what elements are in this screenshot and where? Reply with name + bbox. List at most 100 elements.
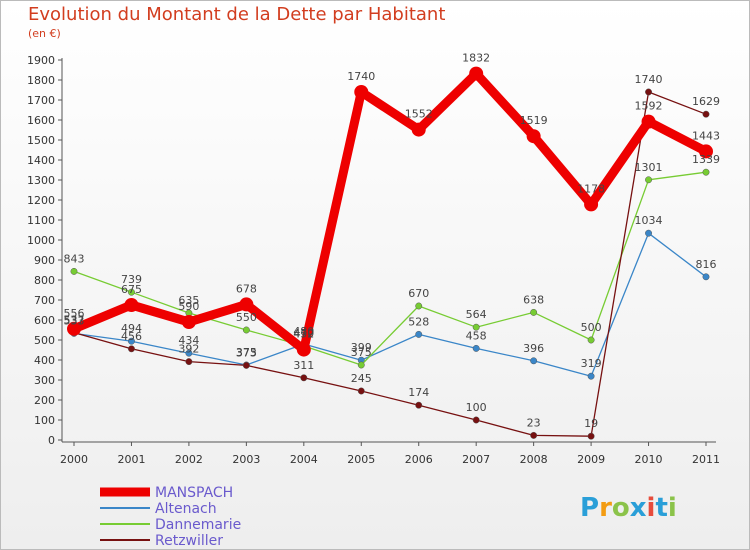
series-line-dannemarie bbox=[73, 171, 707, 366]
data-label: 100 bbox=[466, 401, 487, 414]
data-label: 670 bbox=[408, 287, 429, 300]
data-label: 635 bbox=[178, 294, 199, 307]
data-point bbox=[242, 326, 250, 334]
y-tick-label: 1700 bbox=[27, 94, 55, 107]
data-label: 375 bbox=[351, 346, 372, 359]
data-point bbox=[185, 349, 193, 357]
series-lines bbox=[67, 66, 713, 440]
data-label: 456 bbox=[121, 330, 142, 343]
y-tick-label: 700 bbox=[34, 294, 55, 307]
x-tick-label: 2007 bbox=[462, 453, 490, 466]
x-tick-label: 2010 bbox=[635, 453, 663, 466]
data-label: 319 bbox=[581, 357, 602, 370]
data-point bbox=[587, 336, 595, 344]
y-tick-label: 1400 bbox=[27, 154, 55, 167]
x-tick-label: 2008 bbox=[520, 453, 548, 466]
data-point bbox=[128, 337, 135, 345]
logo-letter: t bbox=[655, 493, 667, 523]
chart-subtitle: (en €) bbox=[28, 27, 61, 40]
data-point bbox=[526, 129, 541, 144]
data-label: 1178 bbox=[577, 182, 605, 195]
data-label: 396 bbox=[523, 342, 544, 355]
y-tick-label: 0 bbox=[48, 434, 55, 447]
logo-letter: o bbox=[612, 493, 630, 523]
data-point bbox=[181, 315, 196, 329]
series-line-manspach bbox=[69, 69, 711, 355]
y-tick-label: 200 bbox=[34, 394, 55, 407]
data-label: 23 bbox=[527, 416, 541, 429]
series-line-altenach bbox=[73, 232, 707, 377]
y-tick-label: 1800 bbox=[27, 74, 55, 87]
data-label: 434 bbox=[178, 334, 199, 347]
data-label: 399 bbox=[351, 341, 372, 354]
data-point bbox=[415, 302, 423, 310]
chart-title: Evolution du Montant de la Dette par Hab… bbox=[28, 4, 446, 25]
data-label: 590 bbox=[178, 300, 199, 313]
data-point bbox=[530, 431, 538, 439]
data-point bbox=[699, 144, 713, 159]
y-tick-label: 600 bbox=[34, 314, 55, 327]
data-label: 1301 bbox=[635, 161, 663, 174]
data-label: 537 bbox=[64, 314, 85, 327]
data-point bbox=[242, 361, 250, 369]
data-point bbox=[67, 321, 81, 336]
data-point bbox=[472, 323, 480, 331]
y-tick-label: 500 bbox=[34, 334, 55, 347]
data-point bbox=[641, 114, 656, 129]
legend-label-dannemarie: Dannemarie bbox=[155, 517, 241, 533]
data-label: 500 bbox=[581, 321, 602, 334]
data-point bbox=[469, 66, 484, 81]
data-label: 1740 bbox=[347, 70, 375, 83]
x-tick-label: 2003 bbox=[232, 453, 260, 466]
legend-label-altenach: Altenach bbox=[155, 501, 217, 517]
axes: 0 100 200 300 400 500 600 700 800 900 1000 1100 1200… bbox=[27, 54, 720, 466]
data-point bbox=[354, 85, 369, 99]
data-label: 373 bbox=[236, 346, 257, 359]
x-tick-label: 2001 bbox=[117, 453, 145, 466]
y-tick-label: 1200 bbox=[27, 194, 55, 207]
data-label: 174 bbox=[408, 386, 429, 399]
x-tick-label: 2006 bbox=[405, 453, 433, 466]
series-line-retzwiller bbox=[73, 91, 707, 437]
data-label: 556 bbox=[64, 307, 85, 320]
data-point bbox=[357, 387, 365, 395]
data-point bbox=[472, 416, 480, 424]
data-point bbox=[415, 330, 423, 338]
logo-letter: r bbox=[599, 493, 612, 523]
data-point bbox=[411, 122, 426, 137]
data-labels: 533 494 434 375 480 399 528 458 396 319 1034 816 843… bbox=[64, 52, 721, 431]
x-tick-label: 2004 bbox=[290, 453, 318, 466]
data-point bbox=[645, 88, 652, 96]
data-point bbox=[70, 267, 78, 275]
proxiti-logo: Proxiti bbox=[580, 493, 677, 523]
data-label: 19 bbox=[584, 417, 598, 430]
data-label: 480 bbox=[293, 325, 314, 338]
data-label: 1443 bbox=[692, 129, 720, 142]
data-label: 1339 bbox=[692, 153, 720, 166]
data-label: 452 bbox=[293, 328, 314, 341]
logo-letter: i bbox=[668, 493, 677, 523]
y-tick-label: 800 bbox=[34, 274, 55, 287]
data-point bbox=[645, 176, 652, 184]
y-tick-label: 900 bbox=[34, 254, 55, 267]
data-label: 458 bbox=[466, 329, 487, 342]
legend-label-retzwiller: Retzwiller bbox=[155, 533, 223, 549]
data-label: 494 bbox=[121, 322, 142, 335]
logo-letter: x bbox=[630, 493, 647, 523]
y-tick-label: 400 bbox=[34, 354, 55, 367]
y-tick-label: 1900 bbox=[27, 54, 55, 67]
logo-letter: i bbox=[647, 493, 656, 523]
data-label: 638 bbox=[523, 293, 544, 306]
data-point bbox=[702, 273, 710, 281]
data-point bbox=[587, 432, 595, 440]
data-label: 1034 bbox=[635, 214, 663, 227]
data-point bbox=[645, 229, 652, 237]
y-tick-label: 1600 bbox=[27, 114, 55, 127]
data-label: 564 bbox=[466, 308, 487, 321]
data-label: 843 bbox=[64, 252, 85, 265]
logo-letter: P bbox=[580, 493, 599, 523]
data-label: 392 bbox=[178, 343, 199, 356]
